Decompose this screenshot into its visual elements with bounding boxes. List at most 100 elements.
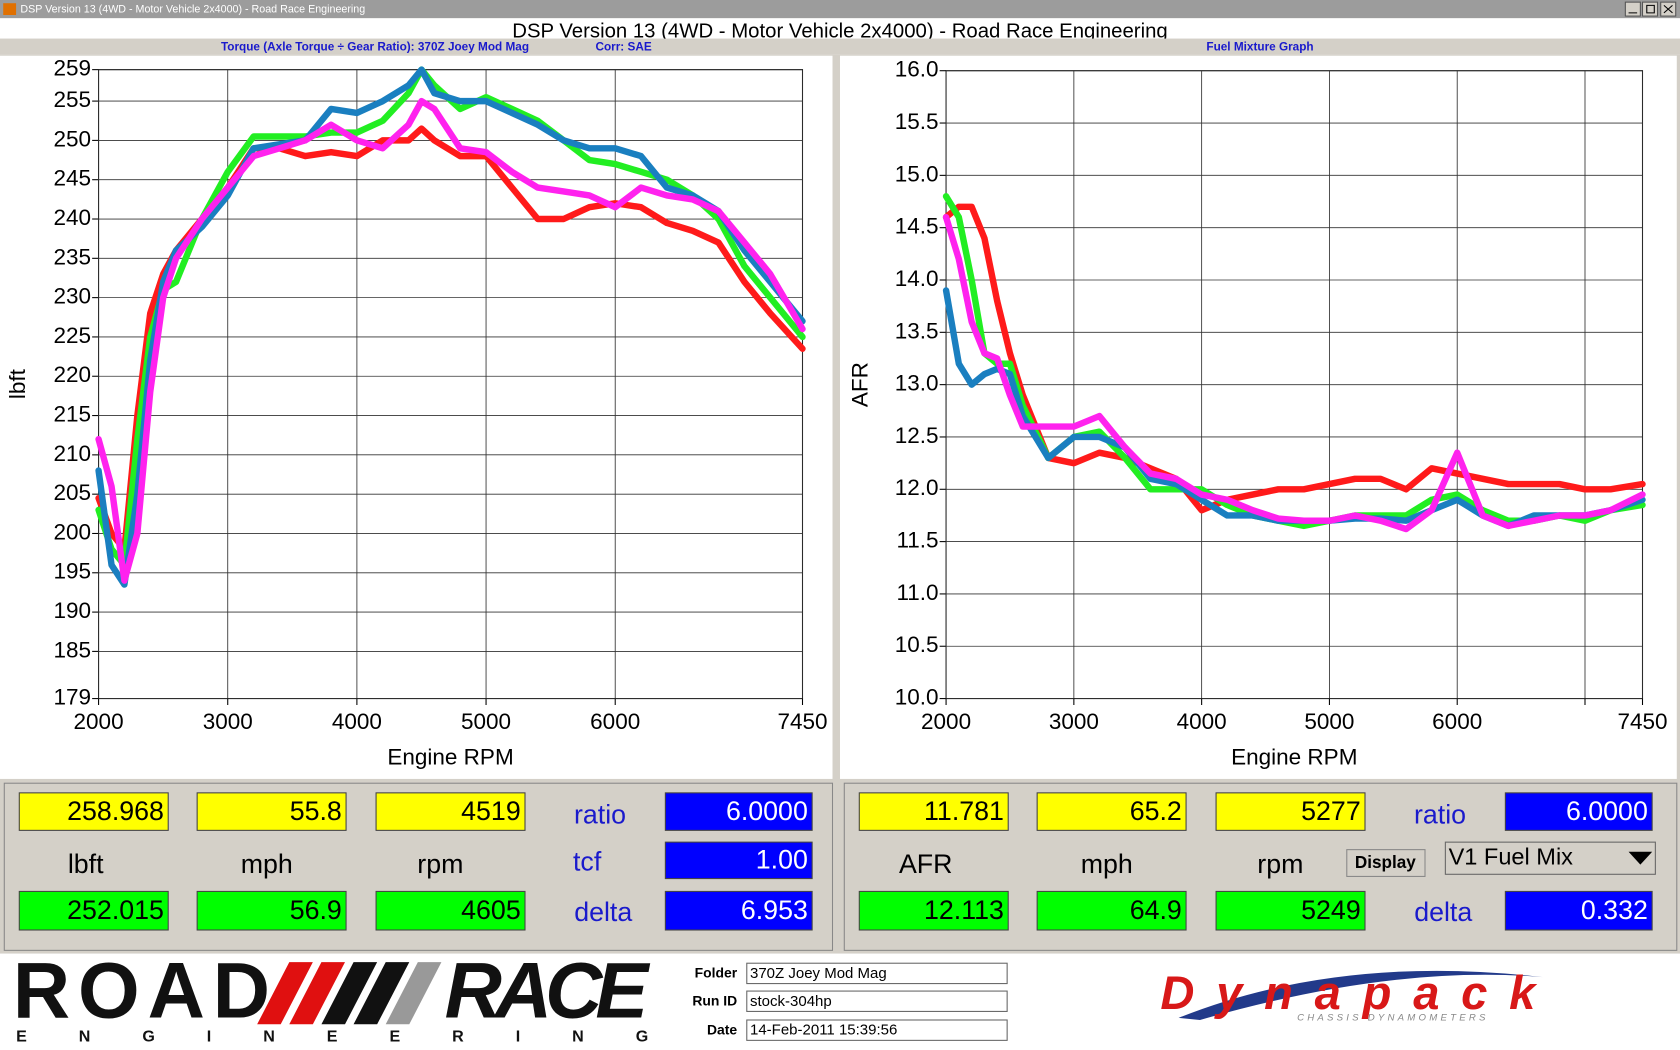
chart-subtitle: Corr: SAE xyxy=(595,40,651,53)
x-tick-label: 2000 xyxy=(74,709,124,734)
delta-label: delta xyxy=(574,897,632,927)
logo-swoosh xyxy=(1178,970,1543,1020)
readout-box xyxy=(1504,890,1653,931)
y-tick-label: 240 xyxy=(54,205,92,230)
y-tick-label: 245 xyxy=(54,166,92,191)
y-tick-label: 210 xyxy=(54,441,92,466)
x-tick-label: 6000 xyxy=(1432,709,1482,734)
maximize-button[interactable] xyxy=(1641,1,1659,17)
series-line xyxy=(942,203,1646,514)
readout-box xyxy=(375,792,526,831)
plot-area xyxy=(98,69,804,700)
readout-value: 6.0000 xyxy=(1566,796,1648,826)
readout-box xyxy=(18,792,169,831)
readout-box xyxy=(664,792,813,831)
readout-value: 64.9 xyxy=(1130,895,1182,925)
x-tick-label: 2000 xyxy=(921,709,971,734)
readout-value: 4605 xyxy=(461,895,521,925)
logo-stripes xyxy=(321,962,410,1025)
display-dropdown-value[interactable]: V1 Fuel Mix xyxy=(1449,843,1574,869)
delta-label: delta xyxy=(1414,897,1472,927)
y-tick-label: 13.5 xyxy=(895,318,939,343)
x-tick-label: 3000 xyxy=(203,709,253,734)
dropdown-arrow xyxy=(1628,851,1653,865)
readout-value: 4519 xyxy=(461,796,521,826)
x-tick-label: 5000 xyxy=(461,709,511,734)
display-dropdown[interactable] xyxy=(1444,841,1656,875)
readout-box xyxy=(1215,890,1366,931)
y-tick-label: 259 xyxy=(54,56,92,81)
y-tick-label: 200 xyxy=(54,519,92,544)
tcf-label: tcf xyxy=(573,847,602,877)
x-tick-label: 3000 xyxy=(1049,709,1099,734)
y-tick-label: 14.0 xyxy=(895,266,939,291)
field-label: Date xyxy=(707,1021,737,1037)
y-tick-label: 10.0 xyxy=(895,685,939,710)
y-tick-label: 16.0 xyxy=(895,57,939,82)
unit-label: lbft xyxy=(68,849,104,879)
x-axis-label: Engine RPM xyxy=(1231,745,1357,770)
ratio-label: ratio xyxy=(1414,800,1466,830)
readout-value: 11.781 xyxy=(924,796,1004,826)
x-tick-label: 5000 xyxy=(1304,709,1354,734)
unit-label: rpm xyxy=(417,849,463,879)
unit-label: mph xyxy=(1081,849,1133,879)
readout-box xyxy=(1215,792,1366,831)
y-axis-label: lbft xyxy=(5,368,30,399)
field-value: 370Z Joey Mod Mag xyxy=(750,965,887,982)
readout-value: 258.968 xyxy=(67,796,164,826)
field-box xyxy=(746,962,1008,985)
y-tick-label: 250 xyxy=(54,126,92,151)
y-tick-label: 12.0 xyxy=(895,475,939,500)
readout-value: 12.113 xyxy=(924,895,1004,925)
readout-box xyxy=(664,890,813,931)
header-title: DSP Version 13 (4WD - Motor Vehicle 2x40… xyxy=(512,21,1167,43)
readout-box xyxy=(858,792,1009,831)
chart-title: Fuel Mixture Graph xyxy=(1206,40,1313,53)
y-tick-label: 190 xyxy=(54,598,92,623)
display-button-label[interactable]: Display xyxy=(1355,852,1416,872)
readout-box xyxy=(196,792,347,831)
x-tick-label: 4000 xyxy=(332,709,382,734)
readout-box xyxy=(1504,792,1653,831)
ratio-label: ratio xyxy=(574,800,626,830)
y-tick-label: 12.5 xyxy=(895,423,939,448)
y-tick-label: 220 xyxy=(54,362,92,387)
unit-label: mph xyxy=(241,849,293,879)
readout-value: 6.0000 xyxy=(726,796,808,826)
logo-dynapack-sub: CHASSIS DYNAMOMETERS xyxy=(1297,1012,1489,1023)
series-line xyxy=(95,66,806,588)
readout-box xyxy=(1036,890,1187,931)
readout-box xyxy=(664,841,813,880)
y-tick-label: 195 xyxy=(54,559,92,584)
readout-value: 5277 xyxy=(1301,796,1361,826)
readout-value: 6.953 xyxy=(741,895,808,925)
y-tick-label: 179 xyxy=(54,685,92,710)
readout-value: 5249 xyxy=(1301,895,1361,925)
series-line xyxy=(95,97,806,584)
readout-value: 65.2 xyxy=(1130,796,1182,826)
readout-box xyxy=(196,890,347,931)
y-tick-label: 10.5 xyxy=(895,632,939,657)
y-tick-label: 13.0 xyxy=(895,371,939,396)
minimize-button[interactable] xyxy=(1624,1,1641,17)
readout-value: 1.00 xyxy=(756,845,808,875)
window-buttons[interactable] xyxy=(1624,1,1677,17)
x-tick-label: 7450 xyxy=(1617,709,1667,734)
field-box xyxy=(746,990,1008,1012)
y-tick-label: 225 xyxy=(54,323,92,348)
logo-stripes xyxy=(257,962,345,1025)
y-tick-label: 185 xyxy=(54,637,92,662)
field-box xyxy=(746,1019,1008,1041)
y-tick-label: 14.5 xyxy=(895,214,939,239)
run-info: Folder 370Z Joey Mod Mag Run ID stock-30… xyxy=(692,962,1008,1041)
readout-box xyxy=(1036,792,1187,831)
field-value: stock-304hp xyxy=(750,993,832,1010)
readout-value: 252.015 xyxy=(67,895,164,925)
unit-label: AFR xyxy=(899,849,953,879)
y-tick-label: 11.5 xyxy=(896,528,938,553)
display-button[interactable] xyxy=(1346,849,1426,877)
y-tick-label: 235 xyxy=(54,244,92,269)
